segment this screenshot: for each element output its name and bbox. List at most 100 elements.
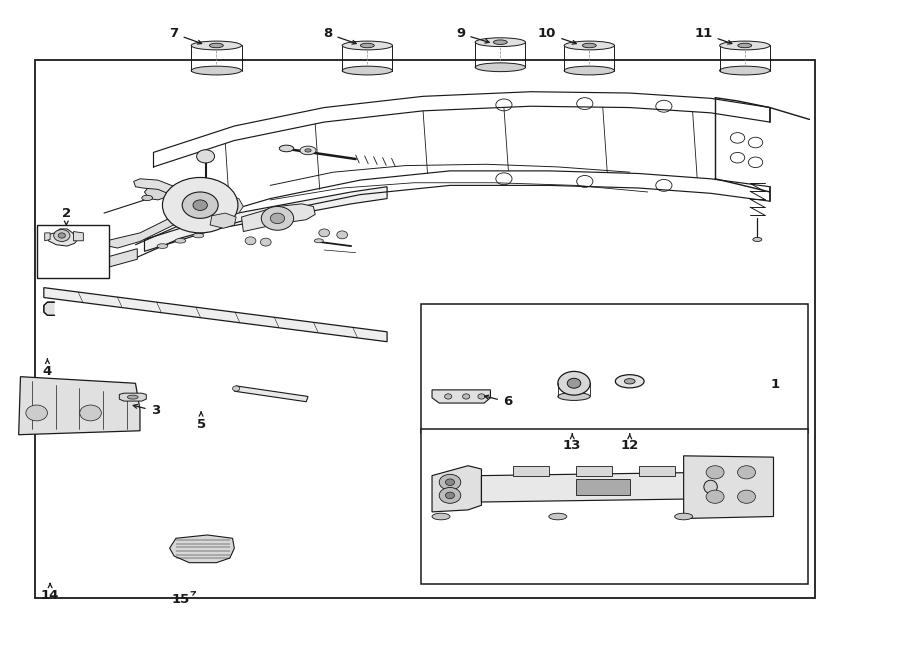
Ellipse shape — [142, 195, 153, 200]
Ellipse shape — [616, 375, 644, 388]
Polygon shape — [205, 194, 243, 218]
Ellipse shape — [445, 394, 452, 399]
Ellipse shape — [463, 394, 470, 399]
Text: 1: 1 — [770, 378, 780, 391]
Polygon shape — [74, 231, 84, 241]
Polygon shape — [44, 302, 55, 315]
Text: 13: 13 — [563, 434, 581, 452]
Text: 9: 9 — [456, 27, 489, 43]
Bar — [421, 430, 807, 584]
Circle shape — [193, 200, 207, 210]
Circle shape — [245, 237, 256, 245]
Polygon shape — [684, 456, 773, 518]
Text: 2: 2 — [62, 207, 71, 225]
Circle shape — [54, 229, 70, 241]
Circle shape — [26, 405, 48, 421]
Polygon shape — [145, 186, 387, 251]
Circle shape — [439, 487, 461, 503]
Circle shape — [196, 150, 214, 163]
Text: 10: 10 — [538, 27, 576, 44]
Ellipse shape — [558, 393, 590, 401]
Ellipse shape — [314, 239, 323, 243]
Circle shape — [319, 229, 329, 237]
Circle shape — [446, 479, 454, 486]
Ellipse shape — [360, 43, 374, 48]
Ellipse shape — [564, 66, 615, 75]
Ellipse shape — [564, 41, 615, 50]
Polygon shape — [48, 229, 78, 246]
Circle shape — [706, 490, 724, 503]
Ellipse shape — [704, 481, 717, 493]
Circle shape — [439, 475, 461, 490]
Circle shape — [337, 231, 347, 239]
Ellipse shape — [191, 41, 241, 50]
Polygon shape — [45, 233, 50, 241]
Polygon shape — [19, 377, 140, 435]
Bar — [37, 225, 109, 278]
Bar — [421, 304, 807, 433]
Bar — [576, 479, 630, 495]
Ellipse shape — [158, 244, 167, 249]
Polygon shape — [107, 215, 180, 248]
Ellipse shape — [478, 394, 485, 399]
Ellipse shape — [475, 38, 526, 46]
Ellipse shape — [752, 237, 761, 241]
Ellipse shape — [342, 41, 392, 50]
Circle shape — [58, 233, 66, 238]
Circle shape — [261, 206, 293, 230]
Polygon shape — [482, 473, 711, 502]
Ellipse shape — [128, 395, 139, 399]
Ellipse shape — [191, 66, 241, 75]
Polygon shape — [145, 185, 171, 200]
Ellipse shape — [475, 63, 526, 71]
Circle shape — [446, 492, 454, 498]
Ellipse shape — [558, 371, 590, 395]
Circle shape — [260, 238, 271, 246]
Bar — [35, 60, 814, 598]
Text: 8: 8 — [323, 27, 356, 44]
Text: 3: 3 — [133, 405, 160, 418]
Ellipse shape — [300, 146, 316, 155]
Polygon shape — [109, 249, 138, 267]
Text: 5: 5 — [196, 412, 205, 431]
Circle shape — [182, 192, 218, 218]
Ellipse shape — [193, 233, 203, 238]
Ellipse shape — [625, 379, 635, 384]
Polygon shape — [210, 213, 236, 228]
Polygon shape — [120, 393, 147, 401]
Ellipse shape — [738, 43, 752, 48]
Ellipse shape — [232, 386, 239, 391]
Ellipse shape — [567, 378, 580, 388]
Ellipse shape — [720, 66, 770, 75]
Polygon shape — [639, 466, 675, 476]
Ellipse shape — [210, 43, 223, 48]
Text: 11: 11 — [694, 27, 732, 44]
Text: 12: 12 — [621, 434, 639, 452]
Polygon shape — [169, 535, 234, 563]
Text: 14: 14 — [40, 584, 59, 602]
Polygon shape — [134, 178, 184, 198]
Circle shape — [738, 466, 755, 479]
Ellipse shape — [305, 149, 311, 152]
Polygon shape — [513, 466, 549, 476]
Polygon shape — [234, 386, 308, 402]
Ellipse shape — [175, 239, 185, 243]
Text: 6: 6 — [484, 395, 512, 408]
Text: 4: 4 — [43, 359, 52, 378]
Ellipse shape — [279, 145, 293, 152]
Ellipse shape — [720, 41, 770, 50]
Circle shape — [738, 490, 755, 503]
Polygon shape — [432, 390, 491, 403]
Ellipse shape — [493, 40, 508, 44]
Polygon shape — [432, 466, 482, 512]
Ellipse shape — [675, 513, 693, 520]
Circle shape — [706, 466, 724, 479]
Text: 15: 15 — [171, 592, 195, 606]
Polygon shape — [576, 466, 612, 476]
Ellipse shape — [582, 43, 596, 48]
Ellipse shape — [432, 513, 450, 520]
Ellipse shape — [549, 513, 567, 520]
Text: 7: 7 — [169, 27, 202, 44]
Polygon shape — [241, 204, 315, 231]
Circle shape — [162, 177, 238, 233]
